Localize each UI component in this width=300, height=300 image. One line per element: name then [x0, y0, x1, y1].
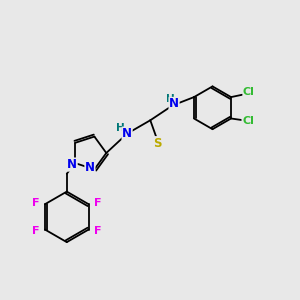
Text: Cl: Cl [242, 116, 254, 127]
Text: F: F [32, 226, 40, 236]
Text: N: N [67, 158, 77, 171]
Text: H: H [116, 123, 125, 133]
Text: H: H [166, 94, 175, 104]
Text: F: F [32, 198, 40, 208]
Text: F: F [94, 198, 101, 208]
Text: S: S [153, 137, 162, 150]
Text: Cl: Cl [243, 87, 255, 97]
Text: N: N [169, 98, 179, 110]
Text: N: N [122, 127, 132, 140]
Text: F: F [94, 226, 101, 236]
Text: N: N [85, 161, 95, 174]
